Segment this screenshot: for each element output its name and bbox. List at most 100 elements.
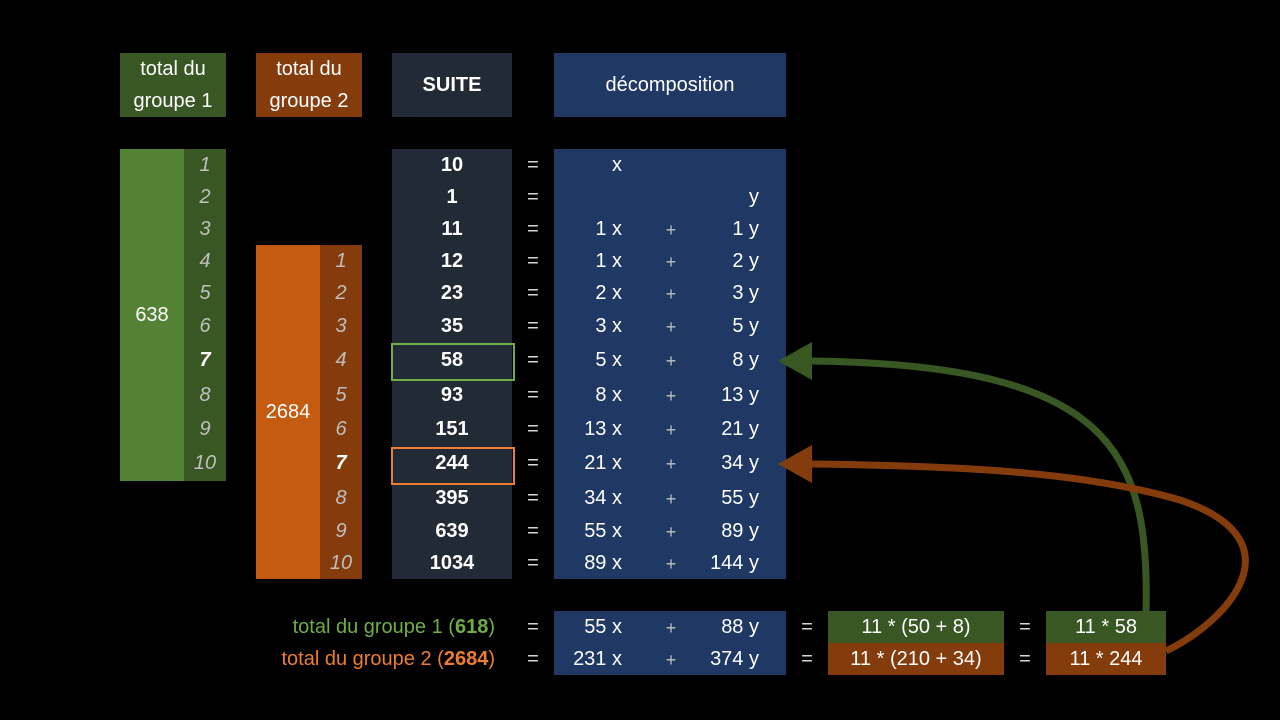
equals-sign: = — [527, 218, 539, 240]
decomp-y: 1 y — [732, 218, 759, 240]
group2-index: 7 — [335, 452, 347, 474]
group2-index: 8 — [335, 487, 347, 509]
group2-index: 6 — [335, 418, 347, 440]
group1-index: 7 — [199, 349, 211, 371]
equals-sign: = — [527, 384, 539, 406]
group2-index: 5 — [335, 384, 347, 406]
header-group2: total du groupe 2 — [256, 53, 362, 117]
summary1-eq2: = — [801, 616, 813, 638]
summary1-eq3: = — [1019, 616, 1031, 638]
group1-index: 6 — [199, 315, 211, 337]
summary1-plus: + — [665, 618, 677, 638]
decomp-plus: + — [665, 284, 677, 304]
decomp-x: 8 x — [595, 384, 622, 406]
summary2-plus: + — [665, 650, 677, 670]
group1-total: 638 — [120, 149, 184, 481]
summary-group1-value: 618 — [454, 616, 489, 638]
orange-arrow-path — [811, 460, 1249, 655]
green-arrow-head — [778, 342, 812, 380]
summary-group1-text: total du groupe 1 ( — [292, 616, 455, 638]
summary1-eq1: = — [527, 616, 539, 638]
decomp-plus: + — [665, 554, 677, 574]
decomp-y: 5 y — [732, 315, 759, 337]
summary2-result: 11 * 244 — [1046, 643, 1166, 675]
summary-group1-close: ) — [488, 616, 495, 638]
orange-arrow-head — [778, 445, 812, 483]
suite-value: 93 — [440, 384, 464, 406]
group1-index: 4 — [199, 250, 211, 272]
group1-index: 3 — [199, 218, 211, 240]
suite-value: 23 — [440, 282, 464, 304]
equals-sign: = — [527, 418, 539, 440]
group2-total: 2684 — [256, 245, 320, 579]
decomp-x: 2 x — [595, 282, 622, 304]
header-group1-line1: total du — [140, 58, 206, 80]
decomp-x: x — [612, 154, 622, 176]
suite-value: 1 — [446, 186, 458, 208]
decomp-y: 89 y — [721, 520, 759, 542]
group1-index: 8 — [199, 384, 211, 406]
group1-index: 5 — [199, 282, 211, 304]
decomp-x: 13 x — [584, 418, 622, 440]
decomp-x: 1 x — [595, 250, 622, 272]
decomp-plus: + — [665, 489, 677, 509]
summary1-x: 55 x — [584, 616, 622, 638]
highlight-box-58 — [391, 343, 515, 381]
decomp-y: 13 y — [721, 384, 759, 406]
summary2-eq2: = — [801, 648, 813, 670]
summary1-result: 11 * 58 — [1046, 611, 1166, 643]
equals-sign: = — [527, 520, 539, 542]
suite-value: 151 — [435, 418, 469, 440]
summary2-y: 374 y — [710, 648, 759, 670]
decomp-y: 21 y — [721, 418, 759, 440]
suite-value: 395 — [435, 487, 469, 509]
decomp-y: 144 y — [710, 552, 759, 574]
summary1-y: 88 y — [721, 616, 759, 638]
summary-group2-text: total du groupe 2 ( — [281, 648, 444, 670]
suite-value: 35 — [440, 315, 464, 337]
equals-sign: = — [527, 552, 539, 574]
decomp-y: 55 y — [721, 487, 759, 509]
decomposition-column — [554, 149, 786, 579]
header-group1: total du groupe 1 — [120, 53, 226, 117]
suite-value: 10 — [440, 154, 464, 176]
group2-index-column — [320, 245, 362, 579]
group1-index: 10 — [193, 452, 217, 474]
suite-value: 1034 — [429, 552, 475, 574]
header-group1-line2: groupe 1 — [133, 90, 213, 112]
equals-sign: = — [527, 154, 539, 176]
group2-index: 9 — [335, 520, 347, 542]
equals-sign: = — [527, 487, 539, 509]
decomp-x: 89 x — [584, 552, 622, 574]
decomp-x: 1 x — [595, 218, 622, 240]
decomp-y: 3 y — [732, 282, 759, 304]
summary2-x: 231 x — [573, 648, 622, 670]
summary-group2-value: 2684 — [443, 648, 489, 670]
group1-index: 2 — [199, 186, 211, 208]
summary-group2-close: ) — [488, 648, 495, 670]
group2-index: 4 — [335, 349, 347, 371]
header-group2-line1: total du — [276, 58, 342, 80]
group2-index: 10 — [329, 552, 353, 574]
equals-sign: = — [527, 315, 539, 337]
equals-sign: = — [527, 186, 539, 208]
decomp-plus: + — [665, 522, 677, 542]
decomp-plus: + — [665, 386, 677, 406]
header-suite: SUITE — [392, 53, 512, 117]
equals-sign: = — [527, 250, 539, 272]
summary-decomposition-block — [554, 611, 786, 675]
decomp-y: 34 y — [721, 452, 759, 474]
suite-value: 639 — [435, 520, 469, 542]
suite-value: 58 — [440, 349, 464, 371]
decomp-plus: + — [665, 252, 677, 272]
decomp-x: 34 x — [584, 487, 622, 509]
decomp-x: 55 x — [584, 520, 622, 542]
suite-value: 244 — [435, 452, 469, 474]
group2-index: 1 — [335, 250, 347, 272]
equals-sign: = — [527, 282, 539, 304]
group1-index: 1 — [199, 154, 211, 176]
equals-sign: = — [527, 349, 539, 371]
green-arrow-path — [811, 357, 1150, 613]
summary-group2-label: total du groupe 2 (2684) — [255, 648, 495, 671]
